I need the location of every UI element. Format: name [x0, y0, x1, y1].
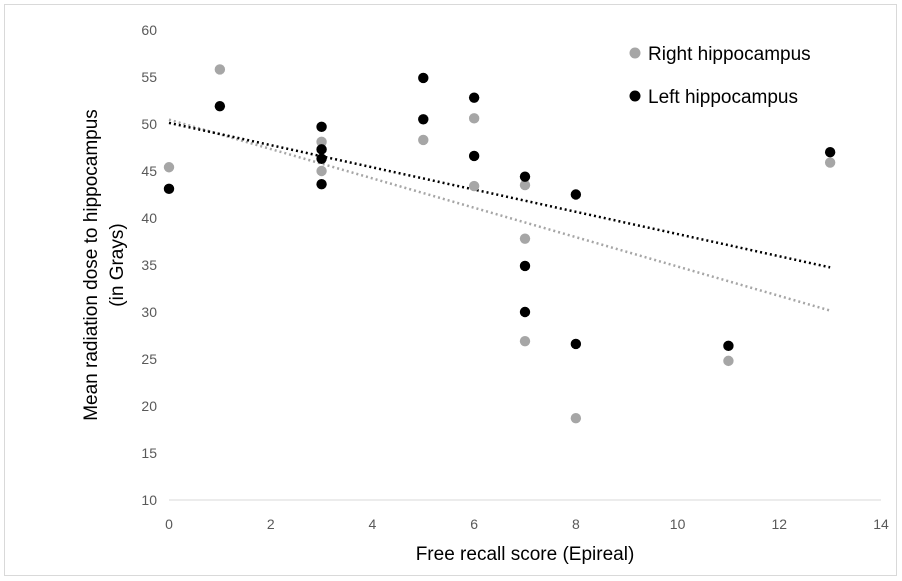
point-left-hippocampus	[723, 340, 734, 352]
legend-marker-right-hippocampus	[629, 47, 641, 59]
point-left-hippocampus	[519, 306, 531, 318]
trendlines	[168, 118, 831, 312]
tick-labels: 0 2 4 6 8 10 12 14 10 15 20 25 30 35 40 45 50 55 60	[141, 22, 889, 532]
point-left-hippocampus	[316, 144, 327, 155]
x-tick-label: 4	[369, 516, 377, 532]
trendline-right-hippocampus	[168, 118, 831, 312]
x-tick-label: 0	[165, 516, 173, 532]
point-left-hippocampus	[316, 178, 327, 190]
x-tick-label: 6	[470, 516, 478, 532]
y-tick-label: 55	[141, 69, 157, 85]
point-left-hippocampus	[468, 150, 480, 162]
y-axis-title-line-2: (in Grays)	[107, 223, 128, 306]
scatter-chart: 0 2 4 6 8 10 12 14 10 15 20 25 30 35 40 45 50 55 60 Free r…	[81, 22, 889, 565]
point-left-hippocampus	[570, 189, 582, 200]
point-right-hippocampus	[723, 355, 734, 367]
point-left-hippocampus	[316, 153, 327, 164]
x-tick-label: 8	[572, 516, 580, 532]
point-right-hippocampus	[468, 113, 480, 124]
point-right-hippocampus	[824, 157, 836, 168]
trendline-left-hippocampus	[168, 121, 831, 269]
chart-frame: 0 2 4 6 8 10 12 14 10 15 20 25 30 35 40 45 50 55 60 Free r…	[4, 4, 897, 576]
point-left-hippocampus	[418, 72, 429, 84]
legend-marker-left-hippocampus	[629, 90, 641, 102]
y-tick-label: 60	[141, 22, 157, 38]
point-left-hippocampus	[519, 260, 531, 272]
x-tick-label: 12	[771, 516, 787, 532]
point-right-hippocampus	[570, 413, 582, 424]
point-left-hippocampus	[570, 338, 582, 350]
x-tick-label: 2	[267, 516, 275, 532]
point-right-hippocampus	[468, 180, 480, 192]
y-tick-label: 10	[141, 492, 157, 508]
y-tick-label: 45	[141, 163, 157, 179]
point-left-hippocampus	[824, 147, 836, 158]
data-points	[163, 64, 836, 424]
y-tick-label: 25	[141, 351, 157, 367]
point-right-hippocampus	[418, 134, 429, 146]
y-axis-title-line-1: Mean radiation dose to hippocampus	[81, 109, 102, 421]
y-axis-title: Mean radiation dose to hippocampus (in G…	[81, 109, 128, 421]
y-tick-label: 40	[141, 210, 157, 226]
y-tick-label: 35	[141, 257, 157, 273]
point-left-hippocampus	[519, 171, 531, 182]
y-tick-label: 15	[141, 445, 157, 461]
y-tick-label: 20	[141, 398, 157, 414]
point-left-hippocampus	[214, 100, 226, 112]
point-right-hippocampus	[214, 64, 226, 75]
x-tick-label: 14	[873, 516, 889, 532]
point-left-hippocampus	[163, 183, 175, 195]
y-tick-label: 30	[141, 304, 157, 320]
point-right-hippocampus	[316, 165, 327, 177]
point-right-hippocampus	[519, 335, 531, 347]
point-right-hippocampus	[163, 162, 175, 173]
x-tick-label: 10	[670, 516, 686, 532]
point-left-hippocampus	[418, 114, 429, 125]
legend-label-right-hippocampus: Right hippocampus	[648, 44, 811, 65]
legend: Right hippocampus Left hippocampus	[629, 44, 811, 108]
point-left-hippocampus	[468, 92, 480, 103]
x-axis-title: Free recall score (Epireal)	[416, 544, 635, 565]
point-right-hippocampus	[316, 136, 327, 148]
point-right-hippocampus	[519, 233, 531, 244]
y-tick-label: 50	[141, 116, 157, 132]
legend-label-left-hippocampus: Left hippocampus	[648, 87, 798, 108]
point-left-hippocampus	[316, 121, 327, 133]
point-right-hippocampus	[519, 179, 531, 191]
